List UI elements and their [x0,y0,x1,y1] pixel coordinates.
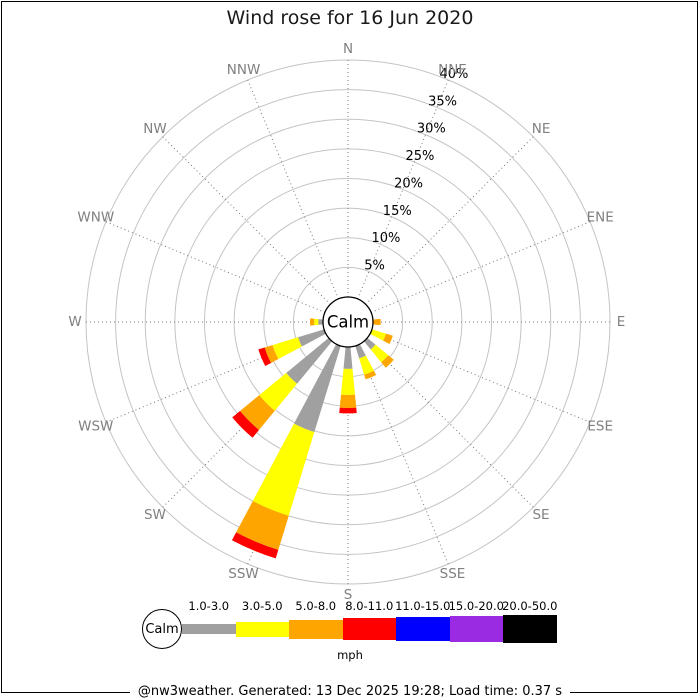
compass-label-n: N [343,41,353,57]
compass-label-e: E [617,314,626,330]
wind-bar-segment [341,368,355,395]
legend-bin-bar [235,621,289,637]
wind-bar-segment [252,423,315,516]
wind-bar-segment [309,318,315,326]
ring-pct-label: 5% [364,259,385,274]
compass-label-w: W [68,314,81,330]
legend-bin-label: 3.0-5.0 [241,599,283,613]
legend-bin-label: 1.0-3.0 [188,599,230,613]
compass-label-sw: SW [144,507,166,523]
wind-bar-segment [293,342,342,433]
legend-calm-label: Calm [145,621,179,637]
wind-bar-segment [381,355,394,368]
wind-bar-segment [370,344,389,363]
legend-bin-label: 11.0-15.0 [395,599,451,613]
compass-label-ese: ESE [587,418,613,434]
compass-label-sse: SSE [440,566,466,582]
compass-label-ne: NE [532,121,551,137]
compass-label-se: SE [532,507,549,523]
compass-label-wsw: WSW [78,418,113,434]
compass-label-nw: NW [143,121,166,137]
legend-bin-bar [289,619,343,639]
legend-bin-bar [182,624,236,634]
wind-bar-segment [339,407,357,414]
calm-circle [322,296,374,348]
footer-credit: @nw3weather. Generated: 13 Dec 2025 19:2… [129,683,571,700]
grid-ring [204,178,492,466]
legend-bin-bar [503,615,557,643]
wind-bar-segment [298,328,328,347]
calm-center-label: Calm [327,313,369,332]
legend-bin-label: 20.0-50.0 [502,599,558,613]
wind-bar-segment [236,501,289,550]
wind-bar-segment [232,411,259,438]
compass-label-nne: NNE [438,62,467,78]
compass-label-nnw: NNW [227,62,261,78]
wind-bar-segment [264,345,279,363]
ring-pct-label: 25% [405,149,434,164]
wind-bar-segment [240,395,275,430]
ring-pct-label: 15% [383,204,412,219]
compass-label-ene: ENE [587,210,614,226]
wind-bar-segment [286,336,334,384]
legend-bin-bar [449,616,503,642]
legend-bin-bar [342,618,396,640]
legend-bin-label: 5.0-8.0 [295,599,337,613]
wind-bar-segment [259,372,298,411]
compass-label-s: S [344,587,353,600]
grid-ring [144,118,552,526]
grid-ring [115,89,581,555]
wind-bar-segment [231,532,279,559]
ring-pct-label: 40% [439,67,468,82]
wind-bar-segment [354,342,366,359]
legend-bin-bar [396,617,450,641]
wind-bar-segment [364,370,377,380]
wind-bar-segment [383,333,393,345]
compass-label-wnw: WNW [77,210,114,226]
ring-pct-label: 20% [394,176,423,191]
wind-bar-segment [258,347,271,367]
legend-calm-circle: Calm [142,609,182,649]
wind-bar-segment [368,328,387,341]
wind-bar-segment [339,394,357,409]
wind-bar-segment [359,355,374,375]
wind-bar-segment [272,337,302,360]
wind-bar-segment [314,318,319,326]
wind-rose-plot: Calm 5% 10% 15% 20% 25% 30% 35% 40% N NNE NE ENE E ESE… [68,41,626,600]
compass-label-ssw: SSW [228,566,259,582]
speed-legend: Calm 1.0-3.0 3.0-5.0 5.0-8.0 8.0-11.0 11.0-1… [140,598,570,660]
wind-bar-segment [343,344,353,369]
ring-pct-label: 30% [417,122,446,137]
legend-bin-label: 8.0-11.0 [345,599,394,613]
footer: @nw3weather. Generated: 13 Dec 2025 19:2… [0,680,700,700]
legend-bin-label: 15.0-20.0 [448,599,504,613]
ring-pct-label: 10% [371,231,400,246]
ring-pct-label: 35% [428,94,457,109]
chart-title: Wind rose for 16 Jun 2020 [226,7,474,29]
legend-unit-label: mph [337,648,363,662]
